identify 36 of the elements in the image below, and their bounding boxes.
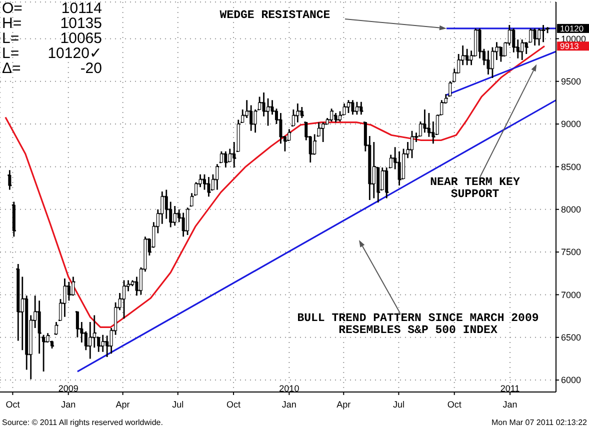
y-tick-label: 6000 [561, 375, 582, 386]
y-tick-label: 9000 [561, 119, 582, 130]
x-tick-label: Apr [336, 399, 351, 410]
candlestick [54, 321, 58, 336]
y-tick-label: 10000 [561, 34, 586, 44]
x2-tick-label: 2011 [500, 383, 520, 394]
annotation: BULL TREND PATTERN SINCE MARCH 2009 RESEMBLES S&P 500 INDEX [297, 312, 539, 337]
annotation: WEDGE RESISTANCE [218, 9, 332, 22]
text: L= 10065 [2, 30, 102, 47]
x2-tick-label: 2010 [279, 383, 300, 394]
y-tick-label: 8000 [561, 204, 582, 215]
y-tick-label: 8500 [561, 162, 582, 172]
text: 9913 [560, 41, 580, 52]
text: 10120 [560, 23, 584, 34]
x-tick-label: Jul [172, 399, 184, 410]
text: L= 10120✓ [2, 45, 102, 62]
y-tick-label: 7500 [561, 247, 582, 258]
x-tick-label: Apr [116, 399, 130, 410]
source-note: Source: © 2011 All rights reserved worldwide. [2, 418, 163, 428]
x-tick-label: Jan [282, 399, 296, 410]
x-tick-label: Oct [226, 399, 242, 410]
y-tick-label: 6500 [561, 332, 582, 343]
annotation: NEAR TERM KEY SUPPORT [429, 176, 521, 201]
text: O= 10114 [2, 0, 102, 17]
x-tick-label: Oct [447, 399, 462, 410]
y-tick-label: 9500 [561, 76, 582, 87]
y-tick-label: 7000 [561, 290, 582, 300]
x-tick-label: Oct [6, 399, 20, 410]
x-tick-label: Jul [392, 399, 404, 410]
text: Mon Mar 07 2011 02:13:22 [492, 418, 587, 428]
x-tick-label: Jan [61, 399, 76, 410]
candlestick [448, 80, 452, 97]
x-tick-label: Jan [502, 399, 518, 410]
text: Δ= -20 [2, 60, 102, 77]
x2-tick-label: 2009 [58, 383, 78, 394]
text: H= 10135 [2, 15, 102, 32]
